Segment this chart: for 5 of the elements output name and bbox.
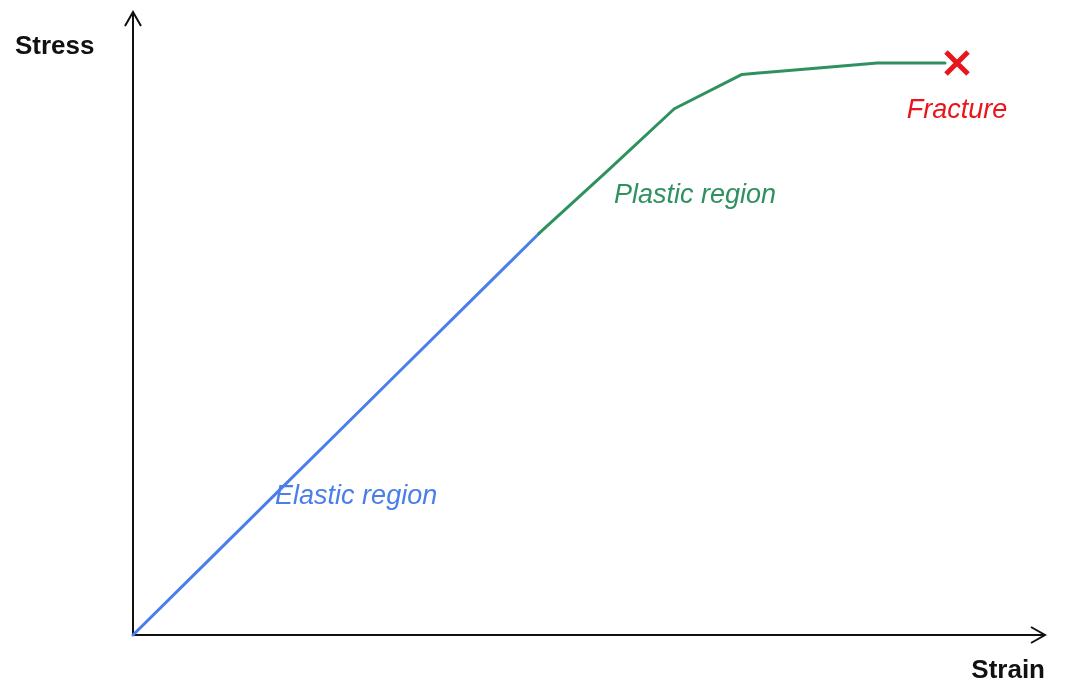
series-label: Elastic region bbox=[275, 480, 438, 511]
y-axis-title: Stress bbox=[15, 30, 95, 60]
series-label: Plastic region bbox=[614, 179, 777, 210]
x-axis-title: Strain bbox=[971, 654, 1045, 684]
annotation: Fracture bbox=[906, 94, 1008, 124]
